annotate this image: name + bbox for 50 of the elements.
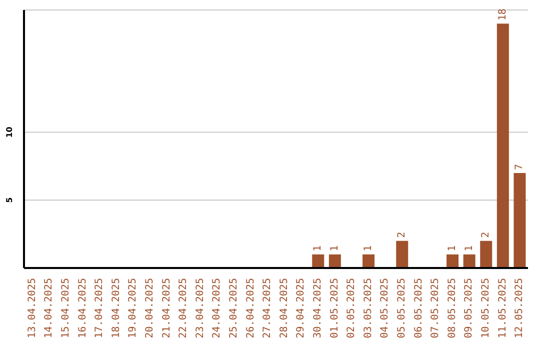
data-label: 18 <box>497 8 508 21</box>
data-label: 2 <box>396 232 408 238</box>
bar <box>480 240 492 268</box>
x-tick-label: 22.04.2025 <box>178 278 190 338</box>
x-tick-label: 03.05.2025 <box>362 278 374 338</box>
x-tick-label: 06.05.2025 <box>413 278 424 338</box>
bar <box>496 24 509 268</box>
y-tick-label: 5 <box>5 196 14 203</box>
data-label: 1 <box>447 245 458 252</box>
x-tick-label: 07.05.2025 <box>430 278 442 338</box>
x-tick-label: 12.05.2025 <box>514 278 526 338</box>
data-label: 1 <box>312 245 324 252</box>
x-tick-label: 27.04.2025 <box>262 278 274 338</box>
x-tick-label: 16.04.2025 <box>77 278 88 338</box>
x-tick-label: 23.04.2025 <box>194 278 206 338</box>
y-tick-label: 10 <box>5 126 14 138</box>
x-tick-label: 09.05.2025 <box>464 278 475 338</box>
x-tick-label: 19.04.2025 <box>128 278 139 338</box>
data-label: 1 <box>464 245 475 252</box>
data-label: 1 <box>363 245 374 252</box>
bar <box>362 254 375 268</box>
x-tick-label: 14.04.2025 <box>44 278 55 338</box>
x-tick-label: 04.05.2025 <box>380 278 391 338</box>
x-tick-label: 10.05.2025 <box>480 278 492 338</box>
x-tick-label: 11.05.2025 <box>497 278 508 338</box>
x-tick-label: 15.04.2025 <box>60 278 72 338</box>
x-tick-label: 13.04.2025 <box>26 278 38 338</box>
data-label: 7 <box>514 164 526 170</box>
bar <box>514 172 526 268</box>
data-label: 1 <box>329 245 340 252</box>
x-tick-label: 01.05.2025 <box>329 278 340 338</box>
data-label: 2 <box>480 232 492 238</box>
x-tick-label: 18.04.2025 <box>110 278 122 338</box>
x-tick-label: 29.04.2025 <box>296 278 307 338</box>
x-tick-label: 05.05.2025 <box>396 278 408 338</box>
x-tick-label: 25.04.2025 <box>228 278 240 338</box>
x-tick-label: 02.05.2025 <box>346 278 358 338</box>
bar <box>312 254 324 268</box>
x-tick-label: 17.04.2025 <box>94 278 106 338</box>
x-tick-label: 30.04.2025 <box>312 278 324 338</box>
x-tick-label: 24.04.2025 <box>212 278 223 338</box>
x-tick-label: 08.05.2025 <box>446 278 458 338</box>
x-tick-label: 26.04.2025 <box>245 278 256 338</box>
x-tick-label: 28.04.2025 <box>278 278 290 338</box>
bar <box>463 254 476 268</box>
bar <box>328 254 341 268</box>
x-tick-label: 20.04.2025 <box>144 278 156 338</box>
bar <box>396 240 408 268</box>
x-tick-label: 21.04.2025 <box>161 278 172 338</box>
bar <box>446 254 459 268</box>
